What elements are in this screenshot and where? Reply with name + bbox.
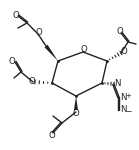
Text: N: N [120, 93, 126, 102]
Text: O: O [81, 45, 87, 54]
Text: O: O [9, 57, 15, 66]
Text: +: + [125, 93, 131, 99]
Text: O: O [13, 11, 19, 20]
Text: O: O [49, 132, 55, 141]
Text: O: O [73, 108, 79, 117]
Text: N: N [120, 105, 126, 114]
Polygon shape [44, 45, 58, 61]
Text: N: N [114, 78, 121, 87]
Text: −: − [125, 107, 131, 116]
Polygon shape [74, 96, 78, 110]
Text: O: O [36, 28, 42, 37]
Text: O: O [29, 78, 35, 87]
Text: O: O [117, 27, 123, 36]
Text: O: O [121, 48, 127, 57]
